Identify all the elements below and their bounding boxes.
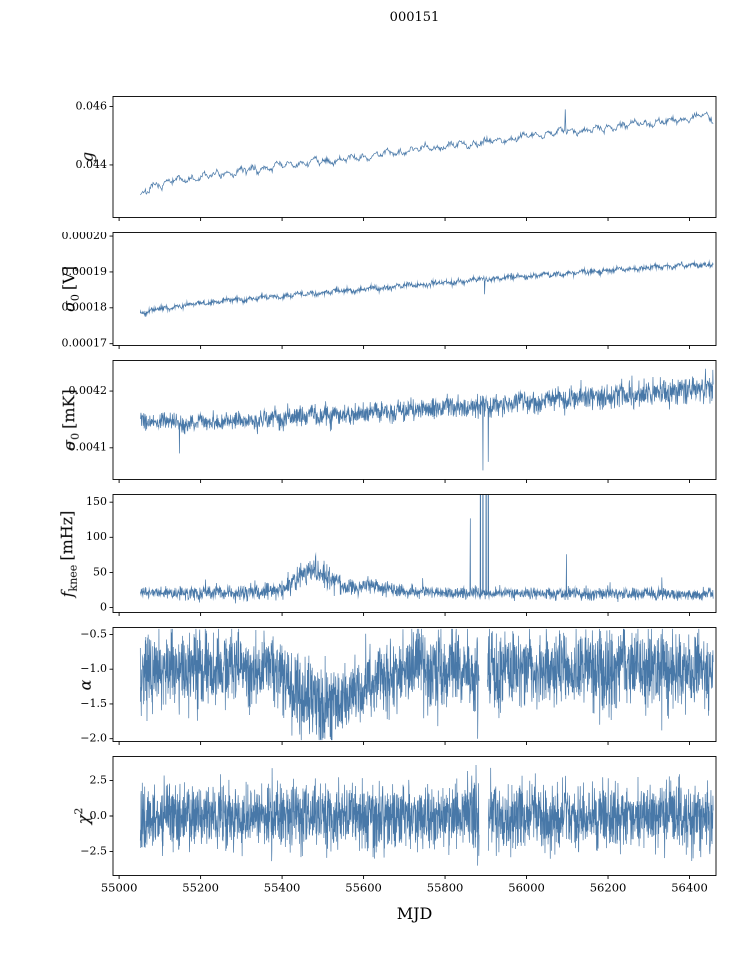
panel-sigma0V: σ0[V]: [0, 232, 741, 352]
panel-chi2-ylabel: χ2: [72, 807, 93, 825]
panel-chi2-canvas: [0, 756, 741, 904]
panel-sigma0mK-ylabel: σ0[mK]: [59, 389, 82, 451]
panel-alpha-canvas: [0, 627, 741, 748]
panel-fknee-canvas: [0, 494, 741, 619]
figure: 000151 g σ0[V] σ0[mK] fknee[mHz] α χ2 MJ…: [0, 10, 741, 923]
panel-sigma0V-ylabel: σ0[V]: [59, 266, 82, 312]
panels: g σ0[V] σ0[mK] fknee[mHz] α χ2: [0, 96, 741, 904]
panel-fknee-ylabel: fknee[mHz]: [57, 510, 80, 597]
x-axis-label: MJD: [396, 904, 433, 923]
panel-sigma0mK-canvas: [0, 360, 741, 486]
panel-sigma0V-canvas: [0, 232, 741, 352]
panel-g: g: [0, 96, 741, 224]
panel-sigma0mK: σ0[mK]: [0, 360, 741, 486]
chart-title: 000151: [389, 10, 440, 25]
panel-g-canvas: [0, 96, 741, 224]
panel-chi2: χ2: [0, 756, 741, 904]
panel-alpha: α: [0, 627, 741, 748]
panel-alpha-ylabel: α: [75, 679, 95, 690]
panel-fknee: fknee[mHz]: [0, 494, 741, 619]
panel-g-ylabel: g: [77, 151, 97, 163]
